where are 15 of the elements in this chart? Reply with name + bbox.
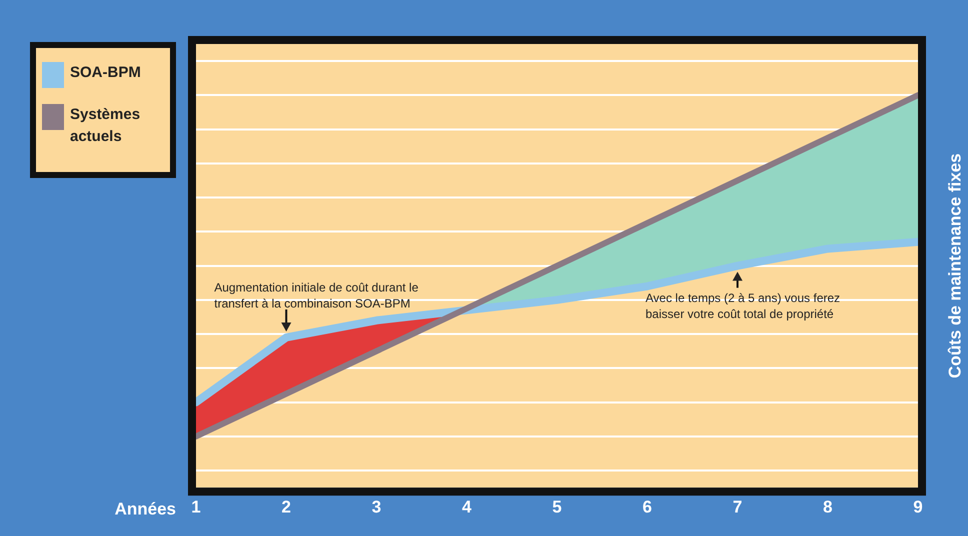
x-tick-label: 5 xyxy=(552,497,562,516)
y-axis-title: Coûts de maintenance fixes xyxy=(946,153,965,378)
legend-label: SOA-BPM xyxy=(70,63,141,83)
x-tick-label: 3 xyxy=(372,497,382,516)
x-tick-label: 2 xyxy=(282,497,291,516)
x-tick-label: 4 xyxy=(462,497,472,516)
x-tick-label: 7 xyxy=(732,497,742,516)
annotation: Avec le temps (2 à 5 ans) vous ferez baisser votre coût total de propriété xyxy=(646,290,840,321)
x-tick-label: 1 xyxy=(191,497,201,516)
legend-label: Systèmes actuels xyxy=(70,105,142,147)
x-tick-label: 9 xyxy=(913,497,923,516)
x-tick-label: 6 xyxy=(642,497,652,516)
x-axis-title: Années xyxy=(114,499,176,518)
annotation: Augmentation initiale de coût durant le transfert à la combinaison SOA-BPM xyxy=(214,280,419,310)
x-tick-label: 8 xyxy=(823,497,832,516)
